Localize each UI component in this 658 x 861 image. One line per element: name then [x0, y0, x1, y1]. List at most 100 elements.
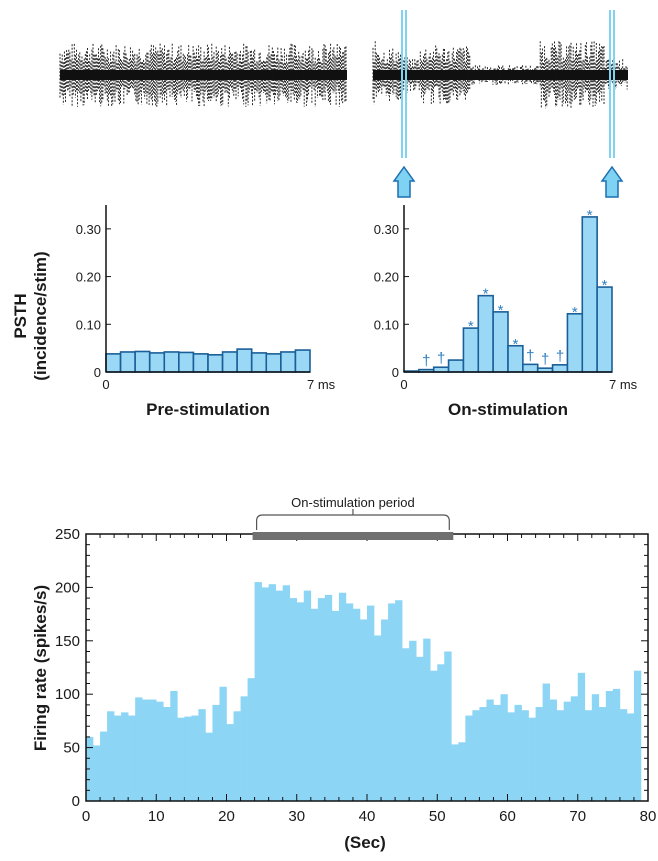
- x-axis-label: (Sec): [344, 833, 386, 852]
- psth-bar: [522, 363, 539, 373]
- y-tick-label: 0.10: [76, 317, 101, 332]
- rate-bar: [465, 715, 473, 801]
- rate-bar: [633, 670, 642, 801]
- y-tick-label: 50: [63, 740, 80, 757]
- psth-bar: [581, 216, 598, 373]
- rate-bar: [514, 704, 522, 801]
- psth-bar: [119, 351, 136, 373]
- rate-bar: [331, 610, 340, 801]
- rate-bar: [289, 598, 298, 801]
- rate-bar: [570, 696, 579, 801]
- rate-bar: [409, 640, 417, 801]
- rate-bar: [149, 699, 157, 801]
- rate-bar: [549, 699, 557, 801]
- significance-asterisk: *: [572, 304, 578, 321]
- rate-bar: [374, 635, 382, 801]
- rate-bar: [156, 701, 164, 801]
- rate-bar: [219, 686, 227, 801]
- rate-bar: [605, 690, 614, 801]
- rate-bar: [121, 712, 129, 801]
- x-tick-label: 20: [218, 808, 235, 825]
- rate-bar: [521, 710, 529, 801]
- psth-bar: [192, 353, 209, 373]
- x-tick-label: 50: [429, 808, 446, 825]
- rate-bar: [542, 683, 550, 801]
- rate-bar: [395, 600, 403, 801]
- psth-bar: [492, 311, 509, 373]
- psth-bar: [477, 294, 494, 373]
- rate-bar: [598, 707, 607, 801]
- x-tick-label: 80: [640, 808, 657, 825]
- significance-dagger: †: [556, 348, 564, 365]
- psth-bar: [566, 312, 584, 373]
- trace-spikes: [372, 41, 628, 109]
- stimulus-arrow-left: [392, 165, 416, 198]
- rate-bar: [282, 585, 291, 801]
- rate-bar: [416, 656, 424, 801]
- psth-bar: [236, 348, 253, 373]
- significance-asterisk: *: [498, 302, 504, 319]
- pre-stimulation-trace: [59, 43, 347, 107]
- significance-dagger: †: [541, 351, 549, 368]
- significance-dagger: †: [437, 350, 445, 367]
- psth-bar: [207, 354, 224, 373]
- rate-bar: [275, 590, 283, 801]
- significance-asterisk: *: [483, 286, 489, 303]
- rate-bar: [114, 715, 122, 801]
- psth-bar: [105, 353, 122, 373]
- y-tick-label: 0.20: [76, 270, 101, 285]
- psth-bar: [178, 351, 195, 373]
- rate-bar: [528, 717, 536, 801]
- on-stimulation-trace: [372, 41, 628, 109]
- stim-period-bracket: [256, 509, 450, 530]
- rate-bar: [240, 696, 248, 801]
- rate-bar: [388, 603, 396, 801]
- psth-on-panel: 0 0.10 0.20 0.30 † † * * * * † † † * * * 0 7 ms On-stimula…: [374, 205, 638, 419]
- rate-bar: [345, 603, 354, 801]
- y-tick-label: 0: [72, 793, 80, 810]
- y-axis-label: Firing rate (spikes/s): [31, 585, 50, 751]
- psth-ylabel-line1: PSTH: [11, 293, 30, 338]
- psth-bar: [134, 350, 151, 373]
- rate-bar: [479, 707, 487, 801]
- y-tick-label: 0: [392, 365, 399, 380]
- y-tick-label: 0.10: [374, 317, 399, 332]
- y-tick-label: 150: [55, 633, 80, 650]
- stim-period-bar: [252, 532, 454, 540]
- trace-spikes: [59, 43, 347, 107]
- stim-period-label: On-stimulation period: [291, 495, 415, 510]
- rate-bar: [423, 638, 431, 801]
- rate-bar: [486, 699, 494, 801]
- psth-bar: [596, 286, 613, 373]
- x-tick-label: 10: [148, 808, 165, 825]
- psth-bar: [280, 351, 297, 373]
- significance-asterisk: *: [602, 277, 608, 294]
- rate-bar: [437, 664, 445, 801]
- significance-asterisk: *: [468, 318, 474, 335]
- rate-bar: [107, 711, 115, 801]
- rate-bar: [177, 717, 185, 801]
- rate-bar: [451, 744, 459, 801]
- y-tick-label: 0: [94, 365, 101, 380]
- rate-bar: [430, 670, 438, 801]
- rate-bar: [367, 605, 375, 801]
- rate-bar: [577, 672, 586, 801]
- x-tick-label: 0: [400, 377, 407, 392]
- rate-bar: [338, 592, 347, 801]
- rate-bar: [500, 694, 508, 801]
- y-tick-label: 250: [55, 526, 80, 543]
- psth-bar: [447, 359, 465, 373]
- y-tick-label: 200: [55, 579, 80, 596]
- significance-dagger: †: [422, 353, 430, 370]
- rate-bar: [584, 710, 593, 801]
- rate-bar: [296, 602, 305, 801]
- x-axis-label: On-stimulation: [448, 400, 568, 419]
- rate-bar: [205, 732, 213, 801]
- rate-bar: [591, 694, 600, 801]
- rate-bar: [458, 742, 466, 801]
- psth-bar: [148, 352, 166, 373]
- rate-bar: [626, 713, 635, 801]
- x-tick-label: 0: [82, 808, 90, 825]
- rate-bar: [612, 688, 621, 801]
- x-tick-label: 40: [359, 808, 376, 825]
